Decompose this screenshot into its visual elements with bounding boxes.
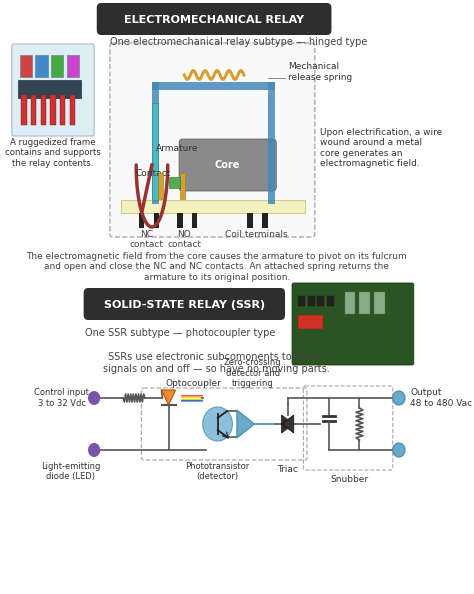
- Text: Phototransistor
(detector): Phototransistor (detector): [185, 462, 250, 481]
- Text: Triac: Triac: [277, 465, 298, 474]
- Text: Core: Core: [215, 160, 240, 170]
- Bar: [36, 55, 48, 77]
- Bar: [267, 82, 274, 204]
- Bar: [121, 200, 305, 213]
- Bar: [67, 55, 79, 77]
- Text: Control input
3 to 32 Vdc: Control input 3 to 32 Vdc: [34, 388, 89, 407]
- Bar: [20, 55, 32, 77]
- Text: Coil terminals: Coil terminals: [225, 230, 287, 239]
- Text: Mechanical
release spring: Mechanical release spring: [288, 62, 352, 82]
- Text: SSRs use electronic subcomonents to switch
signals on and off — so have no movin: SSRs use electronic subcomonents to swit…: [103, 352, 330, 374]
- Bar: [18, 80, 81, 98]
- FancyBboxPatch shape: [12, 44, 94, 136]
- FancyBboxPatch shape: [110, 43, 315, 237]
- Bar: [60, 95, 65, 125]
- Bar: [70, 95, 75, 125]
- Bar: [41, 95, 46, 125]
- Bar: [359, 292, 370, 314]
- Polygon shape: [282, 415, 294, 433]
- Text: One electromechanical relay subtype — hinged type: One electromechanical relay subtype — hi…: [110, 37, 367, 47]
- Polygon shape: [237, 410, 255, 438]
- FancyBboxPatch shape: [97, 3, 331, 35]
- Text: The electromagnetic field from the core causes the armature to pivot on its fulc: The electromagnetic field from the core …: [27, 252, 407, 282]
- Polygon shape: [282, 415, 294, 433]
- Bar: [152, 103, 158, 200]
- Text: A ruggedized frame
contains and supports
the relay contents.: A ruggedized frame contains and supports…: [5, 138, 101, 168]
- Bar: [180, 173, 185, 199]
- Bar: [298, 315, 323, 329]
- Text: Output
48 to 480 Vac: Output 48 to 480 Vac: [410, 388, 473, 407]
- Text: NC
contact: NC contact: [130, 230, 164, 249]
- Bar: [31, 95, 36, 125]
- Bar: [152, 82, 159, 204]
- Bar: [318, 296, 324, 306]
- Bar: [50, 95, 55, 125]
- Bar: [177, 213, 182, 228]
- Text: Optocoupler: Optocoupler: [165, 379, 221, 388]
- Text: Zero-crossing
detector and
triggering: Zero-crossing detector and triggering: [224, 358, 282, 388]
- FancyBboxPatch shape: [179, 139, 276, 191]
- Text: Light-emitting
diode (LED): Light-emitting diode (LED): [41, 462, 100, 481]
- Text: NO
contact: NO contact: [167, 230, 201, 249]
- Bar: [192, 213, 198, 228]
- Circle shape: [393, 443, 405, 457]
- Text: Snubber: Snubber: [330, 475, 368, 484]
- Bar: [139, 213, 144, 228]
- Bar: [152, 82, 274, 90]
- Bar: [158, 173, 164, 199]
- Circle shape: [88, 443, 100, 457]
- Text: Contact: Contact: [136, 169, 171, 178]
- FancyBboxPatch shape: [83, 288, 285, 320]
- Bar: [51, 55, 64, 77]
- Polygon shape: [162, 390, 175, 405]
- Circle shape: [393, 391, 405, 405]
- Text: ELECTROMECHANICAL RELAY: ELECTROMECHANICAL RELAY: [124, 15, 304, 25]
- Text: Upon electrification, a wire
wound around a metal
core generates an
electromagne: Upon electrification, a wire wound aroun…: [320, 128, 442, 168]
- Bar: [327, 296, 334, 306]
- Bar: [374, 292, 385, 314]
- Bar: [169, 177, 180, 188]
- Bar: [298, 296, 305, 306]
- Text: Armature: Armature: [156, 144, 199, 153]
- Circle shape: [203, 407, 232, 441]
- Bar: [308, 296, 315, 306]
- Bar: [247, 213, 253, 228]
- Text: One SSR subtype — photocoupler type: One SSR subtype — photocoupler type: [85, 328, 275, 338]
- Text: SOLID-STATE RELAY (SSR): SOLID-STATE RELAY (SSR): [104, 300, 265, 310]
- Bar: [345, 292, 355, 314]
- Circle shape: [88, 391, 100, 405]
- FancyBboxPatch shape: [292, 283, 414, 365]
- Bar: [21, 95, 27, 125]
- Bar: [154, 213, 159, 228]
- Bar: [262, 213, 267, 228]
